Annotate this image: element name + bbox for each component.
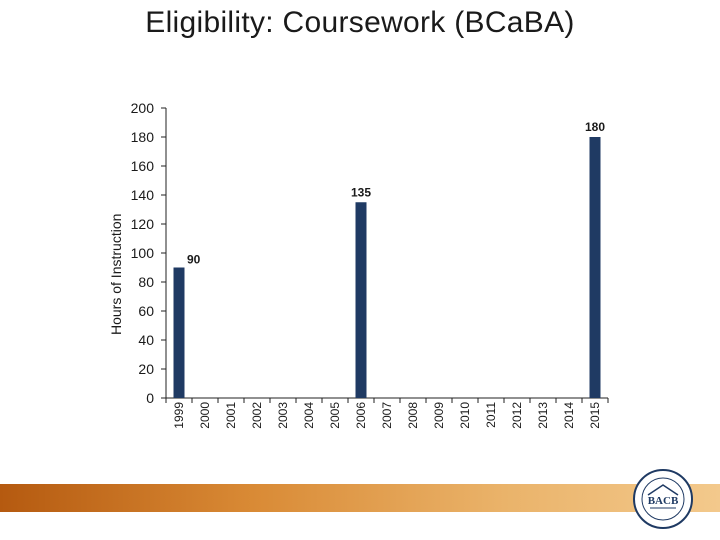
y-tick-label: 80 bbox=[138, 274, 154, 290]
x-tick-label-2002: 2002 bbox=[250, 402, 264, 429]
bar-2015 bbox=[589, 137, 601, 398]
x-tick-label-2009: 2009 bbox=[432, 402, 446, 429]
y-tick-label: 180 bbox=[131, 129, 155, 145]
y-tick-label: 60 bbox=[138, 303, 154, 319]
y-tick-label: 100 bbox=[131, 245, 155, 261]
page-title: Eligibility: Coursework (BCaBA) bbox=[145, 6, 575, 39]
x-tick-label-2008: 2008 bbox=[406, 402, 420, 429]
x-tick-label-2001: 2001 bbox=[224, 402, 238, 429]
bacb-logo-icon: BACB bbox=[633, 469, 693, 529]
x-tick-label-2012: 2012 bbox=[510, 402, 524, 429]
x-tick-label-1999: 1999 bbox=[172, 402, 186, 429]
x-tick-label-2003: 2003 bbox=[276, 402, 290, 429]
y-tick-label: 0 bbox=[146, 390, 154, 406]
x-tick-label-2005: 2005 bbox=[328, 402, 342, 429]
data-label-1999: 90 bbox=[187, 253, 201, 267]
y-axis-label: Hours of Instruction bbox=[108, 213, 124, 335]
y-tick-label: 20 bbox=[138, 361, 154, 377]
bar-2006 bbox=[355, 202, 367, 398]
y-tick-label: 200 bbox=[131, 100, 155, 116]
x-tick-label-2014: 2014 bbox=[562, 402, 576, 429]
x-tick-label-2011: 2011 bbox=[484, 402, 498, 428]
x-tick-label-2007: 2007 bbox=[380, 402, 394, 429]
logo-text: BACB bbox=[648, 495, 679, 507]
y-tick-label: 40 bbox=[138, 332, 154, 348]
data-label-2006: 135 bbox=[351, 185, 371, 199]
y-tick-label: 160 bbox=[131, 158, 155, 174]
bar-1999 bbox=[173, 267, 185, 398]
x-tick-label-2006: 2006 bbox=[354, 402, 368, 429]
bar-chart: 0 20 40 60 80 100 120 140 160 180 200 1999 2000 2001 2… bbox=[131, 100, 609, 429]
data-label-2015: 180 bbox=[585, 120, 605, 134]
x-tick-label-2004: 2004 bbox=[302, 402, 316, 429]
x-tick-label-2015: 2015 bbox=[588, 402, 602, 429]
y-tick-label: 120 bbox=[131, 216, 155, 232]
x-tick-label-2000: 2000 bbox=[198, 402, 212, 429]
y-tick-label: 140 bbox=[131, 187, 155, 203]
x-tick-label-2013: 2013 bbox=[536, 402, 550, 429]
footer-bar bbox=[0, 484, 720, 512]
x-tick-label-2010: 2010 bbox=[458, 402, 472, 429]
